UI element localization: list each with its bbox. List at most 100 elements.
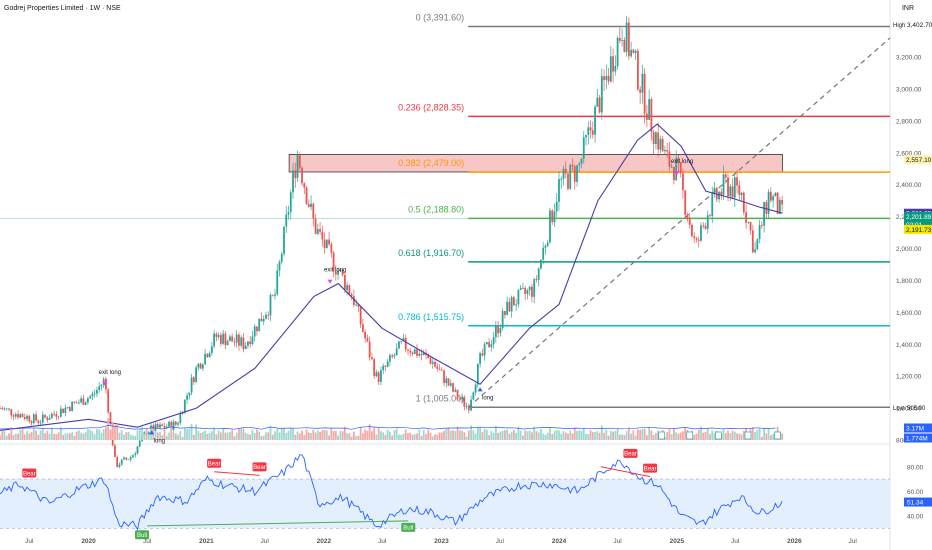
candle-body — [609, 56, 612, 82]
candle-body — [585, 134, 587, 138]
candle-body — [296, 155, 299, 179]
divergence-marker[interactable] — [135, 530, 150, 540]
volume-bar — [537, 432, 540, 440]
candle-body — [598, 97, 601, 113]
divergence-marker[interactable] — [22, 468, 37, 478]
candle-body — [452, 383, 454, 392]
volume-bar — [463, 432, 466, 440]
earnings-marker[interactable] — [774, 431, 781, 440]
candle-body — [114, 445, 116, 458]
volume-bar — [233, 436, 236, 440]
volume-bar — [267, 432, 270, 440]
volume-bar — [129, 434, 132, 440]
volume-bar — [427, 429, 430, 440]
volume-bar — [368, 424, 371, 440]
candle-body — [35, 414, 37, 421]
candle-body — [607, 76, 610, 82]
candle-body — [731, 186, 734, 198]
candle-body — [704, 225, 707, 229]
volume-bar — [711, 430, 714, 440]
candle-body — [724, 174, 727, 178]
candle-body — [670, 166, 673, 168]
volume-bar — [141, 427, 143, 440]
resistance-zone[interactable] — [288, 154, 783, 173]
divergence-marker[interactable] — [252, 462, 267, 472]
candle-body — [127, 459, 130, 461]
candle-body — [68, 407, 71, 411]
divergence-marker[interactable] — [643, 463, 658, 473]
candle-body — [479, 353, 481, 364]
candle-body — [240, 337, 243, 346]
volume-bar — [57, 432, 60, 440]
candle-body — [542, 247, 545, 260]
candle-body — [5, 408, 8, 410]
candle-body — [235, 334, 238, 343]
candle-body — [483, 344, 486, 356]
volume-bar — [445, 428, 448, 440]
time-axis-label: 2020 — [81, 538, 96, 545]
volume-bar — [339, 431, 342, 440]
candle-body — [494, 325, 497, 338]
volume-bar — [758, 428, 761, 440]
divergence-marker[interactable] — [207, 458, 222, 468]
volume-average-line — [0, 425, 776, 430]
candle-body — [733, 177, 736, 198]
volume-bar — [434, 434, 436, 440]
candle-body — [183, 399, 186, 414]
candle-body — [429, 358, 432, 364]
volume-bar — [319, 431, 321, 440]
candle-body — [686, 214, 689, 220]
fib-level-label: 0.382 (2,479.00) — [398, 158, 464, 168]
volume-bar — [10, 427, 13, 440]
volume-bar — [30, 431, 33, 440]
candle-body — [409, 350, 412, 353]
fib-level-label: 0 (3,391.60) — [416, 13, 465, 23]
volume-bar — [742, 431, 745, 440]
earnings-marker[interactable] — [744, 431, 752, 440]
volume-bar — [585, 433, 587, 440]
volume-bar — [630, 433, 633, 440]
volume-bar — [614, 430, 617, 440]
volume-bar — [332, 431, 335, 440]
candle-body — [201, 364, 204, 369]
volume-bar — [314, 432, 317, 440]
rsi-value-tag: 51.34 — [907, 500, 924, 507]
volume-bar — [323, 430, 326, 440]
candle-body — [53, 413, 55, 415]
rsi-line[interactable] — [0, 454, 783, 531]
candle-body — [578, 163, 581, 166]
candle-body — [603, 76, 605, 80]
trend-line[interactable] — [467, 37, 891, 408]
candle-body — [136, 446, 139, 454]
volume-bar — [298, 433, 301, 440]
volume-bar — [731, 430, 734, 440]
earnings-marker[interactable] — [686, 431, 694, 440]
candle-body — [540, 259, 542, 269]
volume-bar — [44, 433, 46, 440]
candle-body — [594, 106, 596, 135]
candle-body — [508, 301, 511, 312]
candle-body — [485, 342, 488, 345]
candle-body — [679, 162, 682, 174]
divergence-marker[interactable] — [623, 448, 638, 458]
volume-bar — [375, 434, 378, 440]
moving-average-line[interactable] — [0, 123, 783, 431]
candle-body — [197, 363, 200, 368]
earnings-marker[interactable] — [715, 431, 722, 440]
candle-body — [102, 378, 105, 385]
time-axis-label: 2026 — [787, 538, 802, 545]
divergence-label: Bear — [644, 466, 657, 472]
volume-bar — [452, 430, 454, 440]
candle-body — [14, 414, 17, 417]
candle-body — [720, 191, 723, 195]
price-tick-label: 2,800.00 — [896, 118, 922, 125]
volume-bar — [269, 426, 272, 440]
divergence-marker[interactable] — [401, 522, 416, 532]
volume-bar — [713, 433, 716, 440]
earnings-marker[interactable] — [658, 431, 666, 440]
volume-bar — [420, 435, 423, 440]
volume-bar — [618, 434, 621, 440]
volume-bar — [526, 431, 529, 440]
volume-bar — [668, 429, 671, 440]
